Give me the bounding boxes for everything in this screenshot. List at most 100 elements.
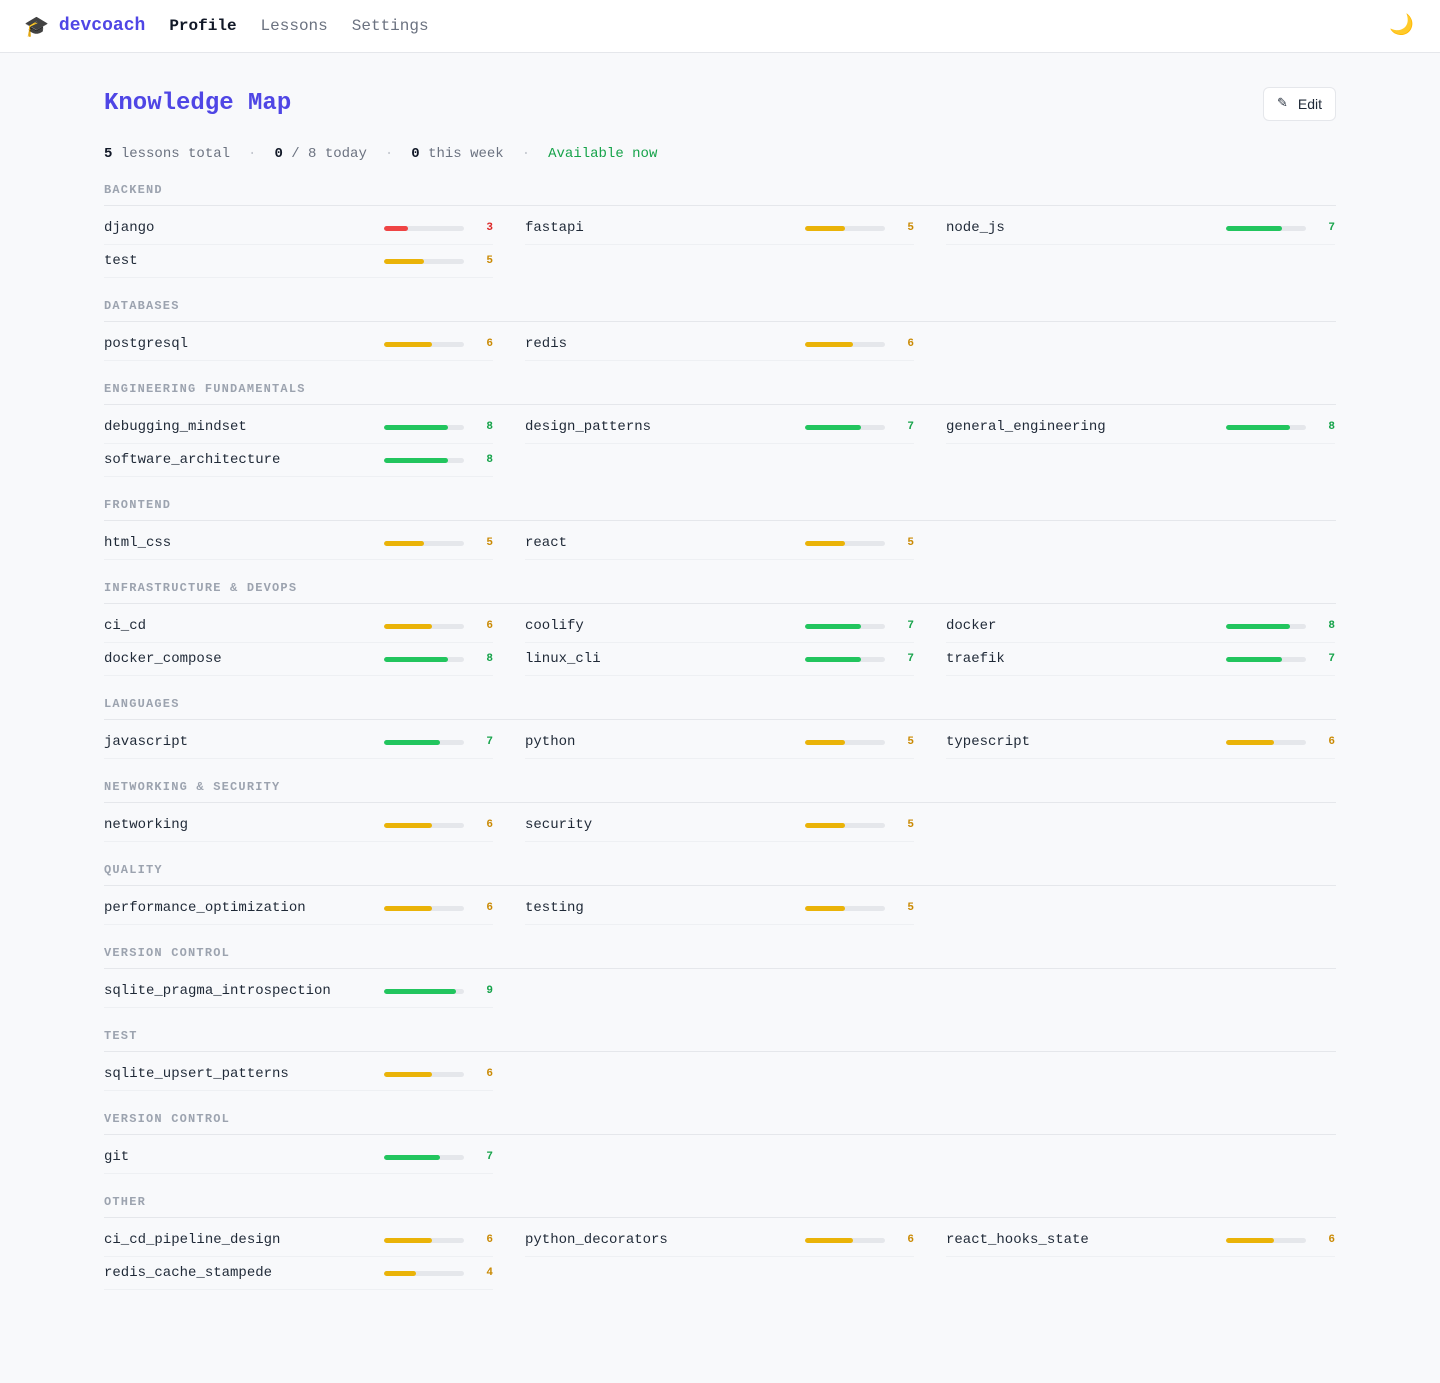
skill-progress-bar [805, 225, 885, 231]
skill-row[interactable]: javascript 7 [104, 726, 493, 759]
skill-score: 5 [486, 255, 493, 267]
section-title: ENGINEERING FUNDAMENTALS [104, 376, 1336, 405]
section: DATABASES postgresql 6 redis 6 [104, 293, 1336, 361]
skill-progress-bar [805, 341, 885, 347]
skill-grid: debugging_mindset 8 design_patterns 7 genera… [104, 411, 1336, 477]
nav-profile[interactable]: Profile [169, 17, 237, 35]
skill-progress-fill [805, 623, 861, 629]
skill-row[interactable]: docker 8 [946, 610, 1335, 643]
skill-progress-bar [384, 457, 464, 463]
skill-grid: ci_cd_pipeline_design 6 python_decorators 6… [104, 1224, 1336, 1290]
section: ENGINEERING FUNDAMENTALS debugging_mindse… [104, 376, 1336, 477]
nav-settings[interactable]: Settings [351, 17, 429, 35]
brand-logo[interactable]: 🎓 devcoach [24, 14, 145, 38]
skill-name: networking [104, 817, 189, 833]
skill-progress-fill [805, 225, 845, 231]
skill-row[interactable]: redis_cache_stampede 4 [104, 1257, 493, 1290]
skill-grid: performance_optimization 6 testing 5 [104, 892, 1336, 925]
skill-row[interactable]: django 3 [104, 212, 493, 245]
skill-row[interactable]: redis 6 [525, 328, 914, 361]
skill-grid: javascript 7 python 5 typescript 6 [104, 726, 1336, 759]
skill-row[interactable]: react_hooks_state 6 [946, 1224, 1335, 1257]
skill-score: 8 [1328, 620, 1335, 632]
skill-progress-fill [384, 739, 440, 745]
skill-progress-fill [384, 258, 424, 264]
skill-progress-fill [805, 656, 861, 662]
skill-row[interactable]: git 7 [104, 1141, 493, 1174]
skill-score: 6 [907, 338, 914, 350]
skill-name: redis [525, 336, 568, 352]
skill-progress-bar [384, 905, 464, 911]
brand-name: devcoach [58, 16, 146, 36]
skill-progress-fill [384, 822, 432, 828]
edit-button[interactable]: ✎ Edit [1262, 86, 1336, 121]
skill-progress-fill [384, 988, 456, 994]
skill-row[interactable]: python_decorators 6 [525, 1224, 914, 1257]
separator-dot: · [384, 146, 394, 162]
skill-row[interactable]: fastapi 5 [525, 212, 914, 245]
skill-score: 6 [486, 338, 493, 350]
skill-progress-fill [384, 225, 408, 231]
skill-progress-fill [1226, 656, 1282, 662]
skill-row[interactable]: python 5 [525, 726, 914, 759]
skill-name: sqlite_upsert_patterns [104, 1066, 289, 1082]
nav-lessons[interactable]: Lessons [260, 17, 328, 35]
skill-score: 8 [486, 653, 493, 665]
skill-row[interactable]: node_js 7 [946, 212, 1335, 245]
section-title: LANGUAGES [104, 691, 1336, 720]
section-title: BACKEND [104, 177, 1336, 206]
skill-row[interactable]: ci_cd 6 [104, 610, 493, 643]
skill-score: 7 [907, 653, 914, 665]
skill-row[interactable]: typescript 6 [946, 726, 1335, 759]
skill-name: linux_cli [525, 651, 601, 667]
skill-progress-fill [805, 1237, 853, 1243]
skill-name: ci_cd [104, 618, 147, 634]
skill-row[interactable]: sqlite_pragma_introspection 9 [104, 975, 493, 1008]
skill-progress-fill [384, 540, 424, 546]
section-title: OTHER [104, 1189, 1336, 1218]
skill-row[interactable]: security 5 [525, 809, 914, 842]
skill-progress-fill [384, 1071, 432, 1077]
skill-row[interactable]: design_patterns 7 [525, 411, 914, 444]
skill-progress-bar [384, 656, 464, 662]
skill-name: react_hooks_state [946, 1232, 1089, 1248]
skill-row[interactable]: docker_compose 8 [104, 643, 493, 676]
skill-row[interactable]: html_css 5 [104, 527, 493, 560]
skill-score: 6 [1328, 736, 1335, 748]
skill-row[interactable]: sqlite_upsert_patterns 6 [104, 1058, 493, 1091]
skill-progress-fill [805, 822, 845, 828]
skill-row[interactable]: react 5 [525, 527, 914, 560]
page-title: Knowledge Map [104, 90, 292, 117]
skill-progress-fill [1226, 424, 1290, 430]
skill-grid: html_css 5 react 5 [104, 527, 1336, 560]
skill-row[interactable]: postgresql 6 [104, 328, 493, 361]
skill-progress-fill [384, 457, 448, 463]
skill-score: 6 [907, 1234, 914, 1246]
skill-score: 6 [486, 902, 493, 914]
skill-row[interactable]: performance_optimization 6 [104, 892, 493, 925]
skill-score: 6 [1328, 1234, 1335, 1246]
title-row: Knowledge Map ✎ Edit [104, 86, 1336, 121]
skill-score: 6 [486, 1234, 493, 1246]
skill-score: 7 [486, 736, 493, 748]
skill-name: fastapi [525, 220, 584, 236]
skill-name: docker [946, 618, 997, 634]
skill-row[interactable]: traefik 7 [946, 643, 1335, 676]
skill-row[interactable]: testing 5 [525, 892, 914, 925]
skill-row[interactable]: software_architecture 8 [104, 444, 493, 477]
skill-progress-fill [1226, 739, 1274, 745]
skill-row[interactable]: linux_cli 7 [525, 643, 914, 676]
skill-score: 5 [486, 537, 493, 549]
moon-icon[interactable]: 🌙 [1389, 12, 1414, 36]
skill-row[interactable]: ci_cd_pipeline_design 6 [104, 1224, 493, 1257]
skill-row[interactable]: debugging_mindset 8 [104, 411, 493, 444]
skill-row[interactable]: coolify 7 [525, 610, 914, 643]
skill-progress-bar [805, 623, 885, 629]
skill-row[interactable]: general_engineering 8 [946, 411, 1335, 444]
skill-row[interactable]: test 5 [104, 245, 493, 278]
skill-score: 7 [1328, 653, 1335, 665]
skill-progress-fill [384, 341, 432, 347]
skill-progress-bar [805, 424, 885, 430]
skill-grid: networking 6 security 5 [104, 809, 1336, 842]
skill-row[interactable]: networking 6 [104, 809, 493, 842]
